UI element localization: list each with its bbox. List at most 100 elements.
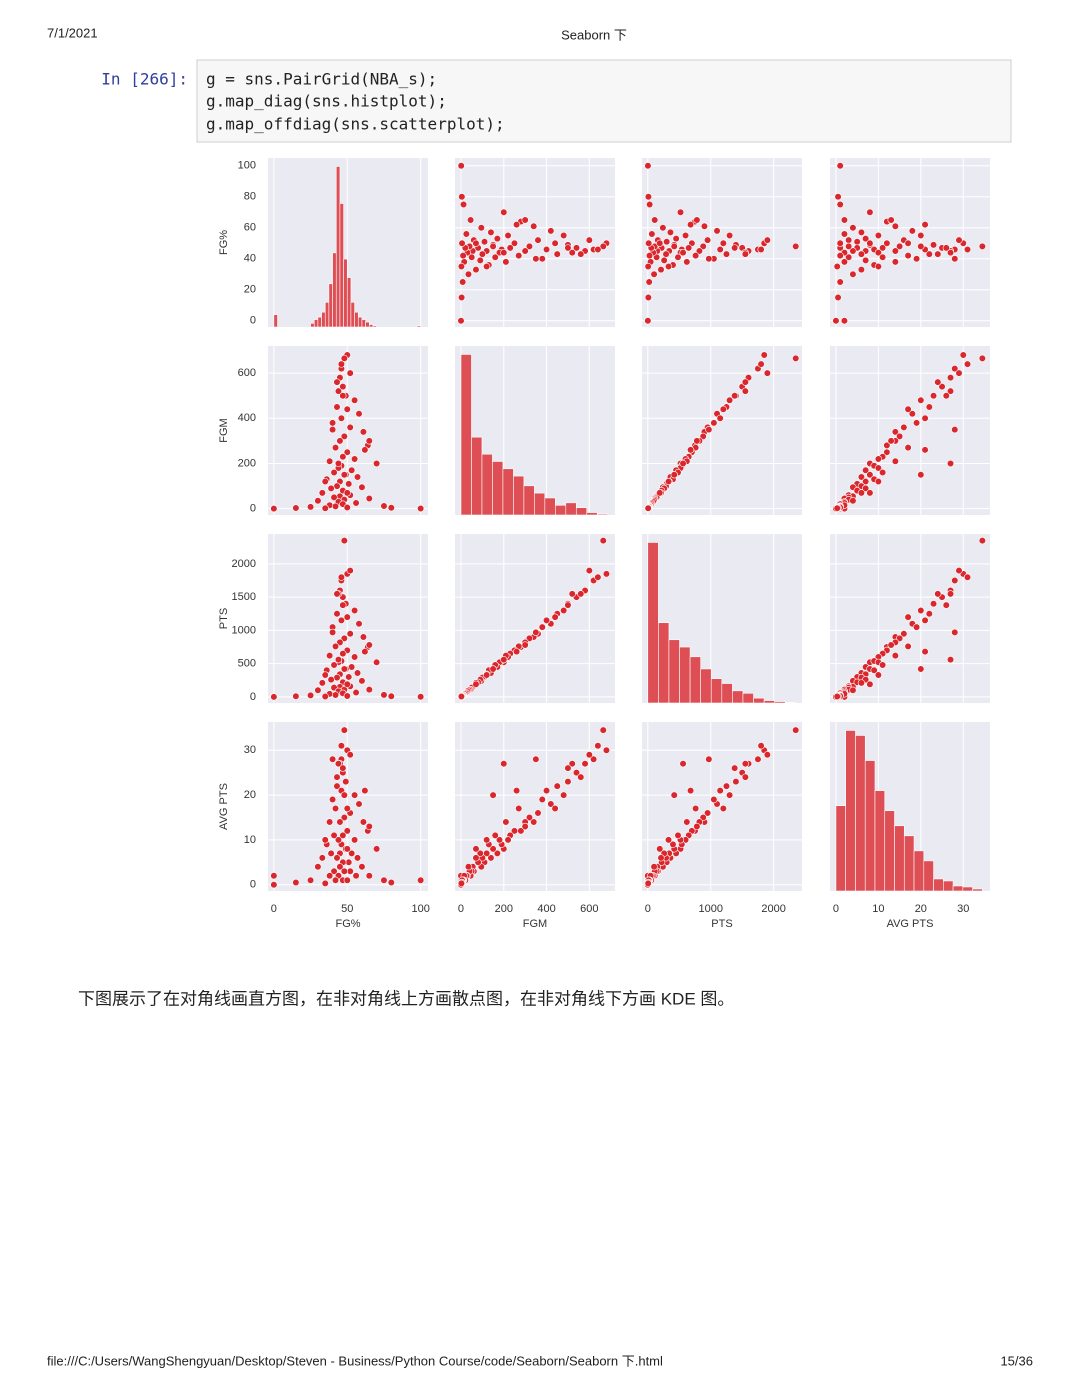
scatter-point (874, 455, 882, 463)
x-tick-label: 2000 (761, 903, 785, 915)
scatter-point (921, 648, 929, 656)
scatter-point (644, 879, 652, 887)
hist-bar (753, 697, 765, 704)
hist-bar (586, 512, 598, 516)
scatter-point (342, 778, 350, 786)
scatter-point (946, 590, 955, 598)
scatter-point (836, 200, 844, 209)
scatter-point (719, 804, 727, 813)
scatter-point (457, 692, 466, 701)
scatter-point (530, 818, 538, 826)
scatter-point (581, 760, 589, 768)
scatter-point (719, 239, 727, 247)
scatter-point (472, 854, 480, 862)
scatter-point (355, 410, 363, 418)
scatter-point (330, 468, 338, 477)
scatter-point (925, 403, 933, 411)
scatter-point (355, 620, 363, 628)
scatter-point (857, 266, 866, 274)
scatter-point (741, 760, 749, 768)
scatter-point (321, 692, 329, 701)
scatter-point (657, 266, 665, 274)
scatter-point (493, 235, 501, 243)
scatter-point (645, 252, 654, 260)
scatter-point (679, 459, 687, 468)
scatter-point (467, 216, 475, 224)
scatter-point (644, 293, 652, 302)
scatter-point (327, 675, 335, 684)
hist-bar (492, 461, 504, 516)
scatter-point (644, 262, 652, 271)
scatter-point (716, 414, 724, 422)
page-number: 15/36 (1000, 1353, 1033, 1368)
x-tick-label: 100 (411, 903, 429, 915)
scatter-point (380, 691, 388, 699)
scatter-point (365, 641, 373, 649)
cell-prompt: In [266]: (101, 70, 188, 89)
scatter-point (741, 250, 749, 258)
hist-bar (972, 888, 983, 892)
scatter-point (314, 686, 322, 694)
scatter-point (326, 457, 334, 465)
scatter-point (500, 760, 508, 768)
hist-bar (460, 354, 472, 516)
hist-bar (943, 880, 954, 892)
scatter-point (833, 504, 841, 512)
scatter-point (510, 239, 519, 247)
scatter-point (832, 317, 840, 325)
scatter-point (836, 162, 844, 170)
scatter-point (713, 227, 721, 235)
scatter-point (351, 396, 359, 404)
scatter-point (650, 270, 658, 278)
scatter-point (340, 537, 348, 545)
scatter-point (670, 471, 678, 479)
scatter-point (500, 656, 508, 664)
scatter-point (683, 818, 691, 826)
scatter-point (380, 502, 388, 510)
scatter-point (343, 503, 351, 512)
scatter-point (333, 854, 341, 862)
scatter-point (942, 601, 950, 609)
scatter-point (572, 769, 581, 777)
scatter-point (477, 224, 485, 232)
scatter-point (840, 216, 849, 224)
scatter-point (942, 392, 950, 400)
scatter-point (693, 437, 701, 445)
y-tick-label: 20 (244, 789, 256, 801)
scatter-point (978, 537, 986, 545)
scatter-point (664, 836, 673, 844)
scatter-point (693, 822, 701, 831)
scatter-point (532, 255, 540, 263)
scatter-point (857, 489, 866, 497)
scatter-point (857, 679, 866, 687)
scatter-point (462, 230, 470, 238)
scatter-point (547, 227, 555, 235)
hist-bar (855, 735, 866, 892)
scatter-point (331, 876, 340, 884)
hist-bar (894, 825, 905, 892)
x-tick-label: 0 (645, 903, 651, 915)
scatter-point (648, 230, 656, 238)
scatter-point (373, 658, 381, 666)
scatter-point (951, 364, 959, 373)
x-tick-label: 30 (957, 903, 969, 915)
hist-bar (923, 860, 934, 892)
hist-bar (913, 850, 925, 892)
scatter-point (521, 216, 529, 224)
scatter-point (343, 405, 351, 413)
scatter-point (387, 692, 395, 700)
scatter-point (365, 822, 373, 831)
scatter-point (833, 262, 841, 271)
scatter-point (318, 489, 326, 497)
scatter-point (468, 253, 476, 261)
scatter-point (336, 638, 344, 646)
hist-bar (689, 656, 701, 704)
scatter-point (572, 244, 581, 252)
scatter-point (836, 278, 844, 286)
scatter-point (336, 437, 344, 445)
hist-bar (339, 203, 344, 328)
x-tick-label: 20 (915, 903, 927, 915)
scatter-point (662, 250, 670, 258)
x-axis-label: FGM (523, 918, 547, 930)
scatter-point (757, 245, 765, 254)
